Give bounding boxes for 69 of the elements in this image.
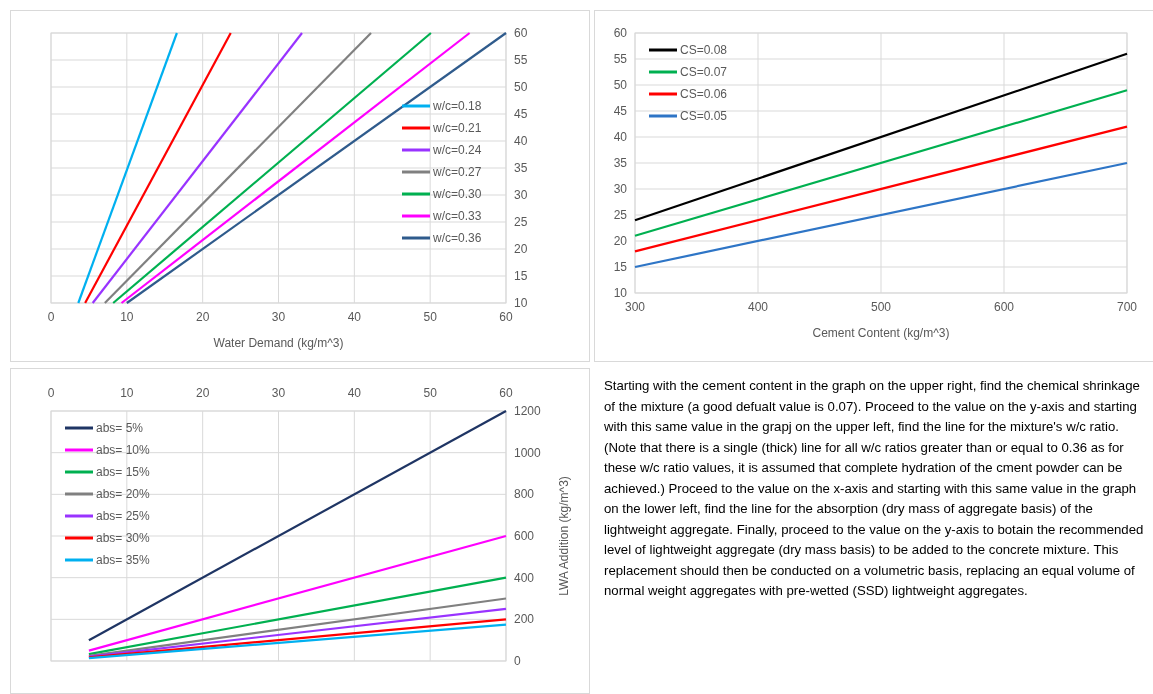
x-tick-label: 50 bbox=[423, 310, 438, 324]
y-tick-label: 25 bbox=[613, 208, 628, 222]
y-tick-label: 60 bbox=[613, 26, 628, 40]
legend-label: w/c=0.33 bbox=[432, 209, 482, 223]
y-tick-label: 1200 bbox=[514, 404, 542, 418]
x-tick-label: 600 bbox=[993, 300, 1015, 314]
x-tick-label: 60 bbox=[499, 310, 513, 324]
legend-label: w/c=0.36 bbox=[432, 231, 482, 245]
x-axis-title: Water Demand (kg/m^3) bbox=[213, 336, 344, 350]
x-tick-label: 700 bbox=[1116, 300, 1138, 314]
y-tick-label: 30 bbox=[613, 182, 628, 196]
y-tick-label: 20 bbox=[613, 234, 628, 248]
y-tick-label: 40 bbox=[613, 130, 628, 144]
x-tick-label: 400 bbox=[747, 300, 769, 314]
x-tick-label: 500 bbox=[870, 300, 892, 314]
y-tick-label: 1000 bbox=[514, 445, 542, 460]
x-tick-label: 20 bbox=[195, 310, 210, 324]
legend-label: CS=0.06 bbox=[680, 87, 728, 101]
y-tick-label: 55 bbox=[613, 52, 628, 66]
legend-label: w/c=0.27 bbox=[432, 165, 482, 179]
x-tick-label: 40 bbox=[347, 386, 362, 400]
x-tick-label: 0 bbox=[47, 310, 55, 324]
y-tick-label: 55 bbox=[514, 53, 528, 67]
legend-label: CS=0.07 bbox=[680, 65, 728, 79]
y-tick-label: 20 bbox=[514, 242, 528, 256]
legend-label: w/c=0.21 bbox=[432, 121, 482, 135]
x-tick-label: 30 bbox=[271, 386, 286, 400]
y-tick-label: 35 bbox=[514, 161, 528, 175]
y-tick-label: 35 bbox=[613, 156, 628, 170]
y-tick-label: 45 bbox=[613, 104, 628, 118]
y-tick-label: 25 bbox=[514, 215, 528, 229]
y-tick-label: 40 bbox=[514, 134, 528, 148]
legend-label: abs= 35% bbox=[96, 553, 151, 567]
y-tick-label: 15 bbox=[514, 269, 528, 283]
legend-label: abs= 15% bbox=[96, 465, 151, 479]
legend-label: abs= 10% bbox=[96, 443, 151, 457]
x-tick-label: 10 bbox=[120, 386, 134, 400]
y-tick-label: 800 bbox=[514, 487, 535, 502]
legend-label: abs= 20% bbox=[96, 487, 151, 501]
legend-label: abs= 5% bbox=[96, 421, 144, 435]
y-tick-label: 600 bbox=[514, 529, 535, 543]
x-tick-label: 20 bbox=[195, 386, 210, 400]
x-tick-label: 60 bbox=[499, 386, 513, 400]
y-tick-label: 30 bbox=[514, 188, 528, 202]
y-tick-label: 0 bbox=[514, 654, 521, 668]
y-tick-label: 400 bbox=[514, 570, 535, 585]
legend-label: abs= 25% bbox=[96, 509, 151, 523]
x-tick-label: 50 bbox=[423, 386, 438, 400]
x-tick-label: 300 bbox=[624, 300, 646, 314]
legend-label: CS=0.05 bbox=[680, 109, 728, 123]
legend-label: abs= 30% bbox=[96, 531, 151, 545]
x-tick-label: 0 bbox=[47, 386, 55, 400]
x-tick-label: 10 bbox=[120, 310, 134, 324]
y-axis-title: LWA Addition (kg/m^3) bbox=[557, 476, 571, 596]
x-axis-title: Cement Content (kg/m^3) bbox=[812, 326, 950, 340]
legend-label: w/c=0.30 bbox=[432, 187, 482, 201]
y-tick-label: 50 bbox=[613, 78, 628, 92]
legend-label: CS=0.08 bbox=[680, 43, 728, 57]
legend-label: w/c=0.24 bbox=[432, 143, 482, 157]
x-tick-label: 30 bbox=[271, 310, 286, 324]
y-tick-label: 10 bbox=[613, 286, 628, 300]
text: Starting with the cement content in the graph on the upper right, find the chemical shrinkage of the mixture (a good defualt value is 0.07). Proceed to the value on the y-axis and starting with this same value in the grapj on the upper left, find the line for the mixture's w/c ratio. (Note that there is a single (thick) line for all w/c ratios greater than or equal to 0.36 as for these w/c ratio values, it is assumed that complete hydration of the cment powder can be achieved.) Proceed to the value on the x-axis and starting with this same value in the graph on the lower left, find the line for the absorption (dry mass of aggregate basis) of the lightweight aggregate. Finally, proceed to the value on the y-axis to botain the recommended level of lightweight aggregate (dry mass basis) to be added to the concrete mixture. This replacement should then be conducted on a volumetric basis, replacing an equal volume of normal weight aggregates with pre-wetted (SSD) lightweight aggregates. bbox=[604, 378, 1144, 598]
legend-label: w/c=0.18 bbox=[432, 99, 482, 113]
x-tick-label: 40 bbox=[347, 310, 362, 324]
y-tick-label: 15 bbox=[613, 260, 628, 274]
y-tick-label: 200 bbox=[514, 612, 535, 627]
y-tick-label: 60 bbox=[514, 26, 528, 40]
y-tick-label: 50 bbox=[514, 80, 528, 94]
y-tick-label: 45 bbox=[514, 107, 528, 121]
